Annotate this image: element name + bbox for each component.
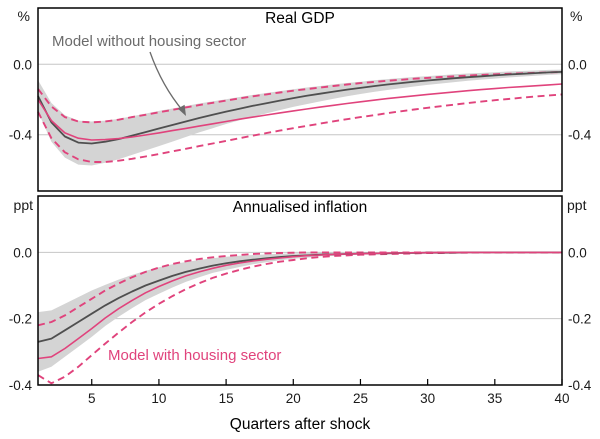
xtick-label: 35 [487,391,502,406]
xtick-label: 10 [151,391,166,406]
chart-plot-area: 0.0 0.0 -0.4 -0.4 0.0 0.0 -0.2 -0.2 -0.4 -0.4 5 10 1… [9,7,592,406]
annotation-no-housing: Model without housing sector [52,33,246,50]
xtick-label: 40 [554,391,569,406]
ytick-left: -0.2 [9,312,32,327]
unit-label-bottom-left: ppt [14,197,34,213]
xtick-label: 5 [88,391,96,406]
series-with-housing-band-lower [37,93,563,163]
xtick-label: 25 [353,391,368,406]
ytick-right: -0.4 [568,128,592,143]
panel-frame [37,7,563,192]
ytick-left: 0.0 [13,57,32,72]
ytick-right: 0.0 [568,57,587,72]
unit-label-bottom-right: ppt [567,197,587,213]
x-axis-title: Quarters after shock [230,416,371,433]
series-with-housing-mean [37,251,562,360]
xtick-label: 20 [286,391,301,406]
ytick-left: -0.4 [9,128,33,143]
ytick-left: -0.4 [9,378,33,393]
panel-title-real-gdp: Real GDP [265,10,335,27]
ytick-right: 0.0 [568,245,587,260]
annotation-arrow [149,51,186,116]
panel-frame [37,195,563,386]
xtick-label: 30 [420,391,435,406]
series-with-housing-mean [37,83,563,141]
panel-title-inflation: Annualised inflation [233,199,367,216]
series-with-housing-band-upper [37,71,563,124]
ytick-left: 0.0 [13,245,32,260]
unit-label-top-left: % [18,8,30,24]
confidence-band [38,69,562,166]
xtick-label: 15 [219,391,234,406]
ytick-right: -0.2 [568,312,591,327]
annotation-with-housing: Model with housing sector [108,347,281,364]
ytick-right: -0.4 [568,378,592,393]
unit-label-top-right: % [570,8,582,24]
